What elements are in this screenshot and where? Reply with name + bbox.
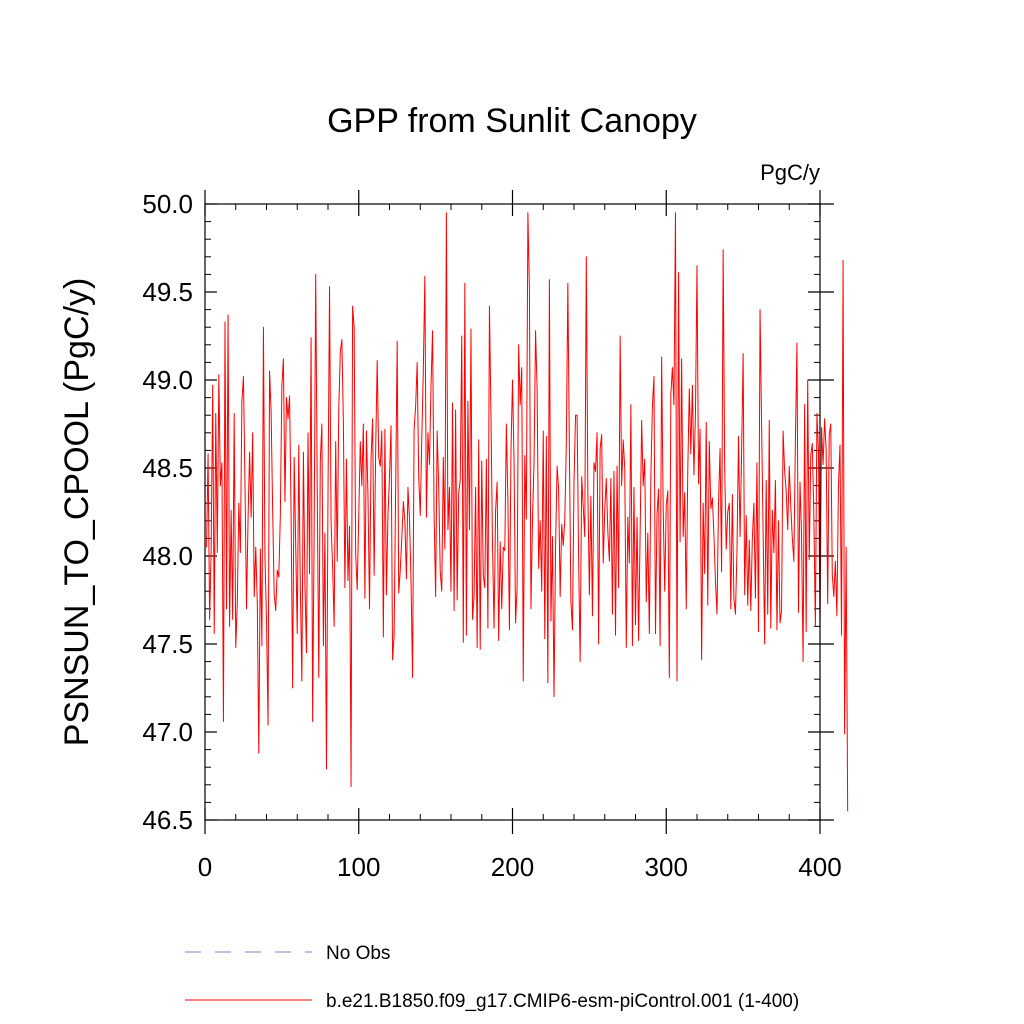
tick-labels: 0 100 200 300 400 46.5 47.0 47.5 48.0 48.5 49.0 49.… [142, 189, 841, 882]
y-tick-label: 48.0 [142, 541, 193, 571]
x-tick-label: 100 [337, 852, 380, 882]
y-tick-label: 46.5 [142, 805, 193, 835]
series-line [206, 212, 849, 812]
y-axis-label: PSNSUN_TO_CPOOL (PgC/y) [58, 278, 96, 747]
y-tick-label: 47.5 [142, 629, 193, 659]
x-tick-label: 300 [645, 852, 688, 882]
x-tick-label: 400 [798, 852, 841, 882]
plot-area: 0 100 200 300 400 46.5 47.0 47.5 48.0 48.5 49.0 49.… [142, 189, 849, 882]
legend-label: b.e21.B1850.f09_g17.CMIP6-esm-piControl.… [326, 991, 799, 1012]
x-tick-label: 0 [198, 852, 212, 882]
units-label: PgC/y [760, 160, 820, 185]
series-group [206, 212, 849, 812]
plot-frame [204, 203, 821, 821]
legend: No Obs b.e21.B1850.f09_g17.CMIP6-esm-piCo… [185, 943, 799, 1012]
x-tick-label: 200 [491, 852, 534, 882]
legend-label: No Obs [326, 943, 390, 964]
y-tick-label: 49.0 [142, 365, 193, 395]
y-tick-label: 50.0 [142, 189, 193, 219]
y-tick-label: 47.0 [142, 717, 193, 747]
axis-ticks [204, 190, 834, 834]
y-tick-label: 48.5 [142, 453, 193, 483]
y-tick-label: 49.5 [142, 277, 193, 307]
chart-title: GPP from Sunlit Canopy [327, 102, 697, 140]
